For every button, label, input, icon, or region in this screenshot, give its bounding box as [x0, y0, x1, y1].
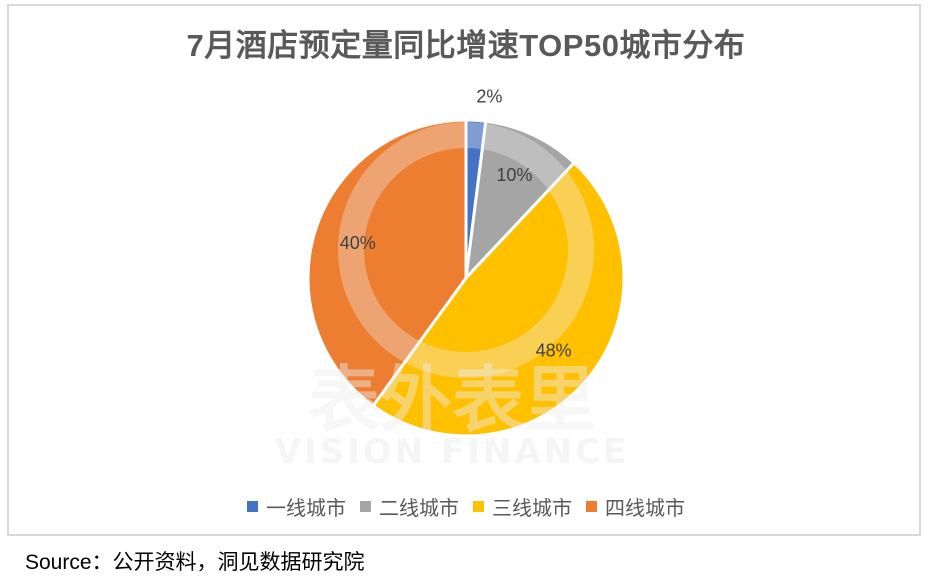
data-label-1: 2%: [476, 86, 502, 106]
legend: 一线城市 二线城市 三线城市 四线城市: [0, 492, 932, 521]
svg-text:VISION FINANCE: VISION FINANCE: [275, 432, 630, 472]
legend-item-3: 三线城市: [473, 492, 572, 521]
pie-slice-3: [371, 160, 626, 438]
legend-swatch: [247, 501, 258, 512]
legend-item-2: 二线城市: [360, 492, 459, 521]
legend-swatch: [360, 501, 371, 512]
legend-swatch: [586, 501, 597, 512]
svg-text:表外表里: 表外表里: [308, 358, 596, 442]
legend-label: 一线城市: [266, 498, 346, 520]
legend-item-1: 一线城市: [247, 492, 346, 521]
legend-item-4: 四线城市: [586, 492, 685, 521]
data-label-3: 48%: [536, 341, 572, 361]
data-label-4: 40%: [340, 233, 376, 253]
pie-slice-4: [306, 118, 468, 408]
chart-title: 7月酒店预定量同比增速TOP50城市分布: [186, 28, 746, 63]
data-label-2: 10%: [496, 165, 532, 185]
legend-label: 四线城市: [605, 498, 685, 520]
legend-label: 三线城市: [492, 498, 572, 520]
watermark: 表外表里 VISION FINANCE: [275, 122, 630, 472]
source-note: Source：公开资料，洞见数据研究院: [25, 551, 365, 574]
pie-slice-2: [463, 119, 577, 283]
legend-label: 二线城市: [379, 498, 459, 520]
legend-swatch: [473, 501, 484, 512]
